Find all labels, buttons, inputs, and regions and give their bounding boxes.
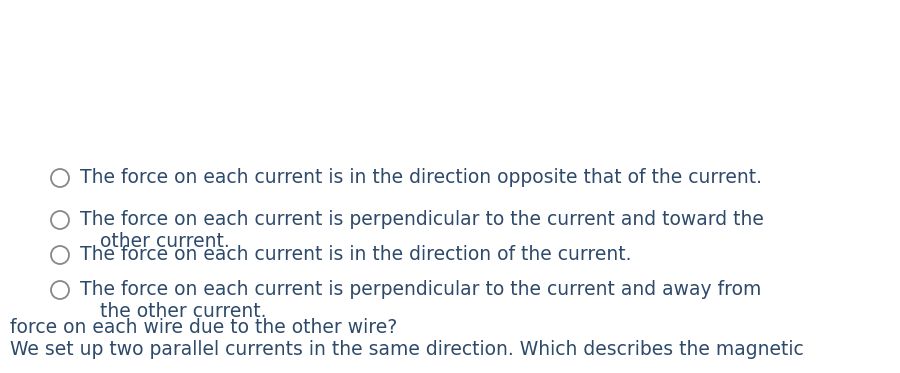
Text: The force on each current is perpendicular to the current and toward the: The force on each current is perpendicul… (80, 210, 764, 229)
Text: the other current.: the other current. (100, 302, 266, 321)
Text: other current.: other current. (100, 232, 230, 251)
Text: We set up two parallel currents in the same direction. Which describes the magne: We set up two parallel currents in the s… (10, 340, 804, 359)
Text: The force on each current is in the direction opposite that of the current.: The force on each current is in the dire… (80, 168, 762, 187)
Text: The force on each current is perpendicular to the current and away from: The force on each current is perpendicul… (80, 280, 761, 299)
Text: force on each wire due to the other wire?: force on each wire due to the other wire… (10, 318, 397, 337)
Text: The force on each current is in the direction of the current.: The force on each current is in the dire… (80, 245, 632, 264)
